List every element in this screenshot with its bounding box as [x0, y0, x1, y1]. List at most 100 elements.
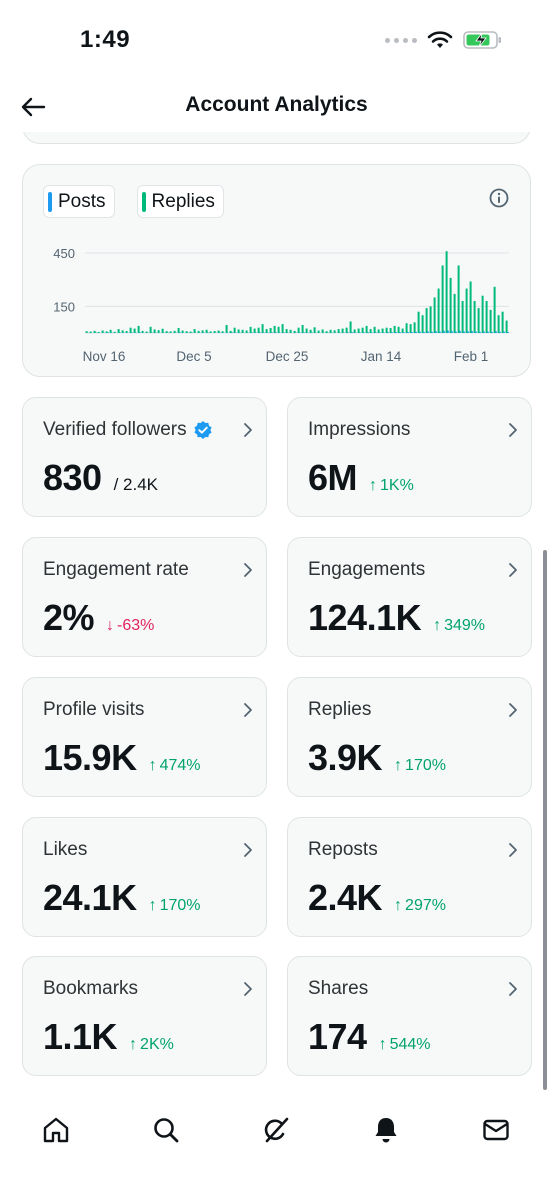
- metric-card-impressions[interactable]: Impressions 6M ↑ 1K%: [287, 397, 532, 517]
- back-button[interactable]: [16, 90, 50, 124]
- replies-bar: [357, 328, 360, 333]
- replies-bar: [297, 327, 300, 333]
- metric-change-value: 1K%: [380, 477, 414, 494]
- metric-card-verified-followers[interactable]: Verified followers 830 / 2.4K: [22, 397, 267, 517]
- metric-card-profile-visits[interactable]: Profile visits 15.9K ↑ 474%: [22, 677, 267, 797]
- trend-arrow-icon: ↑: [129, 1036, 138, 1053]
- metric-label-text: Verified followers: [43, 419, 187, 440]
- replies-bar: [421, 315, 424, 333]
- posts-bar: [499, 331, 501, 333]
- replies-bar: [193, 329, 196, 333]
- replies-bar: [429, 306, 432, 333]
- replies-bar: [205, 329, 208, 333]
- replies-bar: [217, 330, 220, 333]
- metric-value: 24.1K: [43, 877, 137, 918]
- posts-bar: [423, 331, 425, 333]
- metric-value-row: 15.9K ↑ 474%: [43, 737, 201, 779]
- scrollbar[interactable]: [543, 550, 547, 1090]
- metric-card-reposts[interactable]: Reposts 2.4K ↑ 297%: [287, 817, 532, 937]
- posts-color-swatch: [48, 191, 52, 212]
- posts-bar: [379, 332, 381, 333]
- metric-label: Profile visits: [43, 699, 144, 721]
- nav-home[interactable]: [36, 1110, 76, 1150]
- posts-bar: [451, 331, 453, 333]
- metric-card-shares[interactable]: Shares 174 ↑ 544%: [287, 956, 532, 1076]
- replies-bar: [221, 331, 224, 333]
- replies-bar: [281, 324, 284, 333]
- replies-bar: [157, 330, 160, 333]
- metric-value-row: 124.1K ↑ 349%: [308, 597, 485, 639]
- metric-change-value: 544%: [389, 1036, 431, 1053]
- replies-bar: [185, 331, 188, 333]
- legend-replies[interactable]: Replies: [136, 185, 224, 218]
- nav-grok[interactable]: [256, 1110, 296, 1150]
- chevron-right-icon: [244, 423, 252, 437]
- trend-arrow-icon: ↑: [394, 757, 403, 774]
- info-icon[interactable]: [488, 187, 510, 209]
- replies-bar: [381, 328, 384, 333]
- header-background: [0, 80, 553, 132]
- replies-bar: [361, 327, 364, 333]
- metric-value: 1.1K: [43, 1016, 118, 1057]
- metric-value: 2.4K: [308, 877, 383, 918]
- replies-bar: [313, 327, 316, 333]
- y-tick-label: 450: [53, 246, 75, 261]
- replies-bar: [293, 330, 296, 333]
- posts-bar: [431, 331, 433, 333]
- nav-search[interactable]: [146, 1110, 186, 1150]
- posts-bar: [327, 332, 329, 333]
- chevron-right-icon: [244, 982, 252, 996]
- metric-change: ↑ 474%: [149, 757, 201, 775]
- replies-bar: [173, 330, 176, 333]
- metric-value-row: 24.1K ↑ 170%: [43, 877, 201, 919]
- posts-bar: [371, 332, 373, 333]
- posts-bar: [375, 332, 377, 333]
- replies-bar: [145, 331, 148, 333]
- metric-change: ↑ 349%: [433, 617, 485, 635]
- trend-arrow-icon: ↑: [433, 617, 442, 634]
- replies-bar: [113, 331, 116, 333]
- battery-charging-icon: [463, 31, 501, 49]
- replies-bar: [377, 329, 380, 333]
- metric-value-row: 2.4K ↑ 297%: [308, 877, 446, 919]
- posts-bar: [151, 332, 153, 333]
- replies-bar: [445, 251, 448, 333]
- replies-bar: [129, 327, 132, 333]
- chevron-right-icon: [509, 843, 517, 857]
- metric-change-value: 297%: [405, 897, 446, 914]
- replies-bar: [141, 330, 144, 333]
- replies-bar: [397, 326, 400, 333]
- nav-notifications[interactable]: [366, 1110, 406, 1150]
- replies-bar: [473, 301, 476, 333]
- metric-card-engagement-rate[interactable]: Engagement rate 2% ↓ -63%: [22, 537, 267, 657]
- replies-bar: [149, 326, 152, 333]
- legend-posts-label: Posts: [58, 190, 106, 212]
- nav-messages[interactable]: [476, 1110, 516, 1150]
- posts-bar: [167, 332, 169, 333]
- metric-label: Engagements: [308, 559, 425, 581]
- posts-bar: [295, 332, 297, 333]
- metric-change-value: 349%: [444, 617, 486, 634]
- replies-bar: [317, 330, 320, 333]
- metric-card-engagements[interactable]: Engagements 124.1K ↑ 349%: [287, 537, 532, 657]
- posts-bar: [435, 331, 437, 333]
- status-icons: [385, 30, 503, 50]
- metric-card-likes[interactable]: Likes 24.1K ↑ 170%: [22, 817, 267, 937]
- metric-card-bookmarks[interactable]: Bookmarks 1.1K ↑ 2K%: [22, 956, 267, 1076]
- metric-change-value: -63%: [117, 617, 155, 634]
- posts-bar: [263, 332, 265, 333]
- status-time: 1:49: [80, 26, 131, 53]
- trend-arrow-icon: ↑: [148, 897, 157, 914]
- replies-bar: [169, 331, 172, 333]
- metric-value-row: 6M ↑ 1K%: [308, 457, 414, 499]
- grok-icon: [264, 1117, 289, 1143]
- posts-bar: [495, 331, 497, 333]
- posts-bar: [283, 332, 285, 333]
- legend-posts[interactable]: Posts: [43, 185, 115, 218]
- replies-bar: [125, 331, 128, 333]
- replies-bar: [385, 327, 388, 333]
- metric-value: 15.9K: [43, 737, 137, 778]
- replies-bar: [405, 323, 408, 333]
- posts-bar: [487, 331, 489, 333]
- metric-card-replies[interactable]: Replies 3.9K ↑ 170%: [287, 677, 532, 797]
